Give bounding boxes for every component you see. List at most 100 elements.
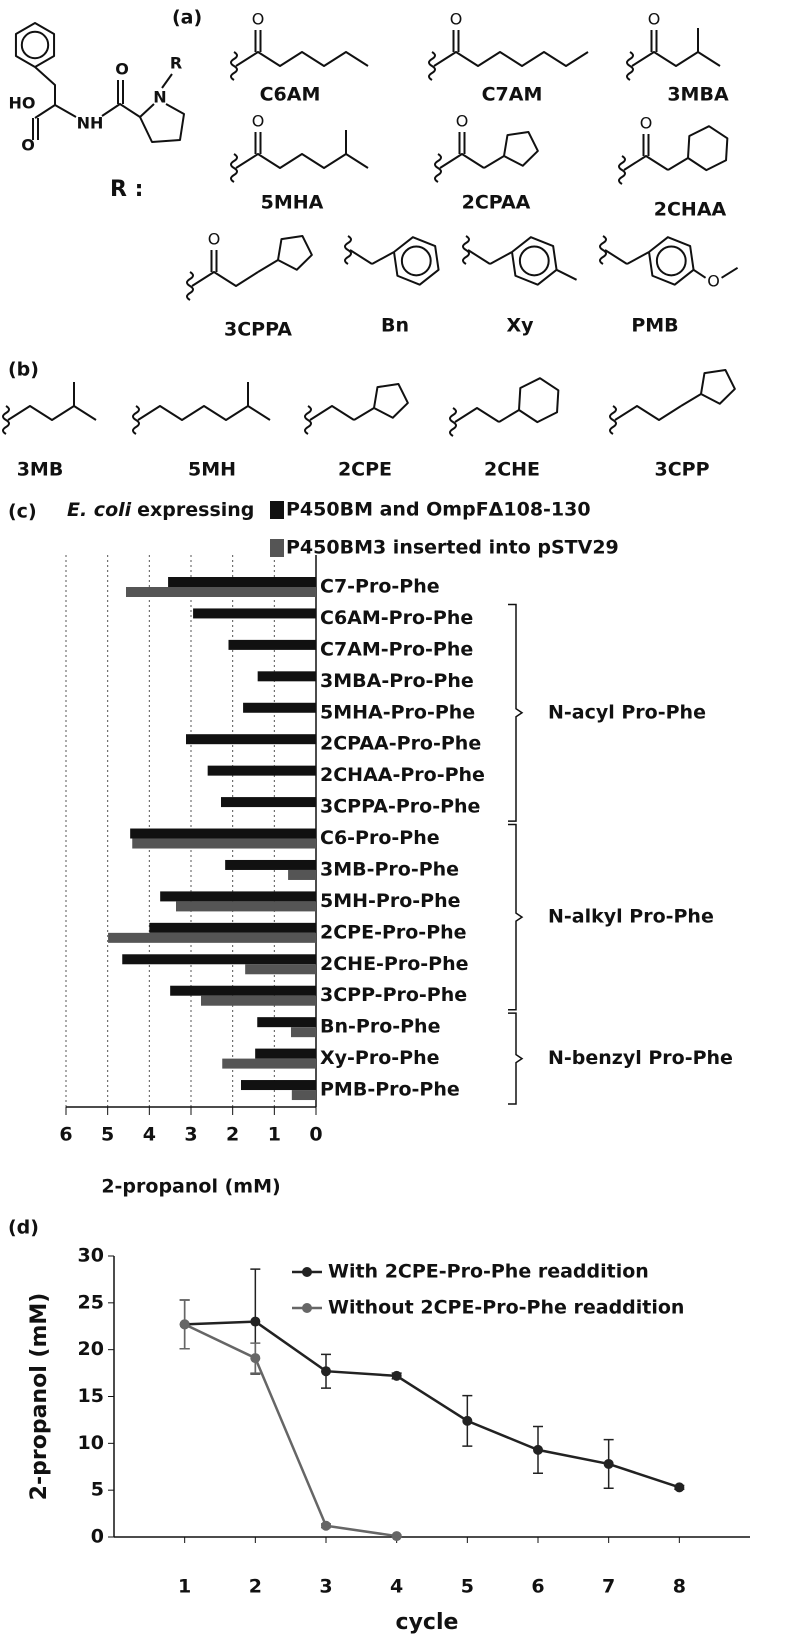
x-axis-title: cycle (396, 1610, 459, 1635)
y-tick-label: 0 (91, 1526, 104, 1548)
x-tick-label: 6 (59, 1124, 72, 1146)
atom-label: O (456, 112, 469, 131)
bar (243, 702, 316, 713)
x-tick-label: 5 (461, 1576, 474, 1598)
category-label: Bn-Pro-Phe (320, 1016, 440, 1038)
data-point (250, 1353, 261, 1364)
bond-chain (393, 236, 440, 286)
structure-label: 3CPP (654, 459, 709, 481)
category-label: C7AM-Pro-Phe (320, 638, 473, 660)
x-axis-title: 2-propanol (mM) (101, 1176, 280, 1198)
bar (222, 1058, 316, 1069)
attachment-mark (2, 405, 10, 435)
category-label: 5MH-Pro-Phe (320, 890, 461, 912)
atom-label: HO (9, 94, 36, 113)
aromatic-ring (400, 245, 432, 277)
bond-chain (277, 234, 313, 271)
group-bracket (508, 1012, 524, 1105)
legend-label: Without 2CPE-Pro-Phe readdition (328, 1297, 684, 1319)
bond-chain (433, 51, 589, 67)
x-tick-label: 6 (531, 1576, 544, 1598)
panel-label: (b) (8, 359, 39, 381)
structure-label: 5MH (188, 459, 236, 481)
data-point (250, 1316, 261, 1327)
bar (207, 765, 316, 776)
bond (626, 251, 650, 265)
bar (160, 891, 316, 902)
x-tick-label: 1 (178, 1576, 191, 1598)
bond-chain (518, 377, 560, 424)
data-point (462, 1415, 473, 1426)
x-tick-label: 2 (249, 1576, 262, 1598)
legend-marker (302, 1303, 312, 1313)
atom-label: O (640, 114, 653, 133)
bond (556, 268, 578, 281)
attachment-mark (599, 235, 607, 265)
x-tick-label: 8 (673, 1576, 686, 1598)
data-point (391, 1370, 402, 1381)
y-tick-label: 25 (78, 1291, 104, 1313)
x-tick-label: 0 (309, 1124, 322, 1146)
series-line (184, 1323, 397, 1538)
bond-chain (604, 249, 628, 265)
legend-swatch (270, 539, 284, 557)
group-label: N-acyl Pro-Phe (548, 701, 706, 723)
bond-chain (235, 51, 369, 67)
group-label: N-benzyl Pro-Phe (548, 1047, 733, 1069)
bond-chain (7, 405, 97, 421)
structure-label: Xy (506, 315, 534, 337)
bond-chain (139, 103, 155, 118)
structure-label: 3MB (17, 459, 64, 481)
x-tick-label: 3 (319, 1576, 332, 1598)
category-label: C7-Pro-Phe (320, 576, 440, 598)
y-tick-label: 10 (78, 1432, 104, 1454)
bond-chain (648, 236, 695, 286)
bond-chain (191, 271, 259, 287)
x-tick-label: 4 (390, 1576, 403, 1598)
bond-chain (700, 368, 736, 405)
group-bracket (508, 823, 524, 1011)
structure-label: Bn (381, 315, 409, 337)
bond-chain (454, 407, 500, 423)
bar (288, 869, 316, 880)
atom-label: O (648, 10, 661, 29)
bond-chain (511, 236, 558, 286)
attachment-mark (230, 153, 238, 183)
data-point (674, 1482, 685, 1493)
legend-title: E. coli expressing (67, 499, 254, 521)
structure-label: 2CHE (484, 459, 540, 481)
x-tick-label: 5 (101, 1124, 114, 1146)
data-point (603, 1458, 614, 1469)
category-label: C6AM-Pro-Phe (320, 607, 473, 629)
structure-label: 2CPAA (462, 192, 531, 214)
category-label: 3CPP-Pro-Phe (320, 984, 467, 1006)
attachment-mark (132, 405, 140, 435)
data-point (321, 1366, 331, 1377)
legend-title-part: E. coli (67, 499, 132, 521)
bond-chain (631, 51, 721, 67)
attachment-mark (462, 235, 470, 265)
bond-chain (439, 153, 485, 169)
bar (255, 1048, 316, 1059)
category-label: PMB-Pro-Phe (320, 1079, 460, 1101)
bond (161, 73, 173, 89)
bar (291, 1027, 316, 1038)
x-tick-label: 2 (226, 1124, 239, 1146)
bar (126, 587, 316, 597)
bar (193, 608, 316, 619)
bar (228, 639, 316, 650)
y-tick-label: 30 (78, 1245, 104, 1267)
bond (257, 259, 279, 273)
structure-label: PMB (631, 315, 678, 337)
attachment-mark (304, 405, 312, 435)
structure-label: C6AM (260, 84, 321, 106)
legend-label: P450BM3 inserted into pSTV29 (286, 537, 619, 559)
legend-title-part: expressing (137, 499, 254, 521)
x-tick-label: 3 (184, 1124, 197, 1146)
attachment-mark (626, 51, 634, 81)
data-point (391, 1531, 402, 1542)
bar (168, 577, 316, 587)
bond-chain (373, 382, 409, 419)
aromatic-ring (518, 245, 550, 277)
bond (680, 393, 702, 407)
